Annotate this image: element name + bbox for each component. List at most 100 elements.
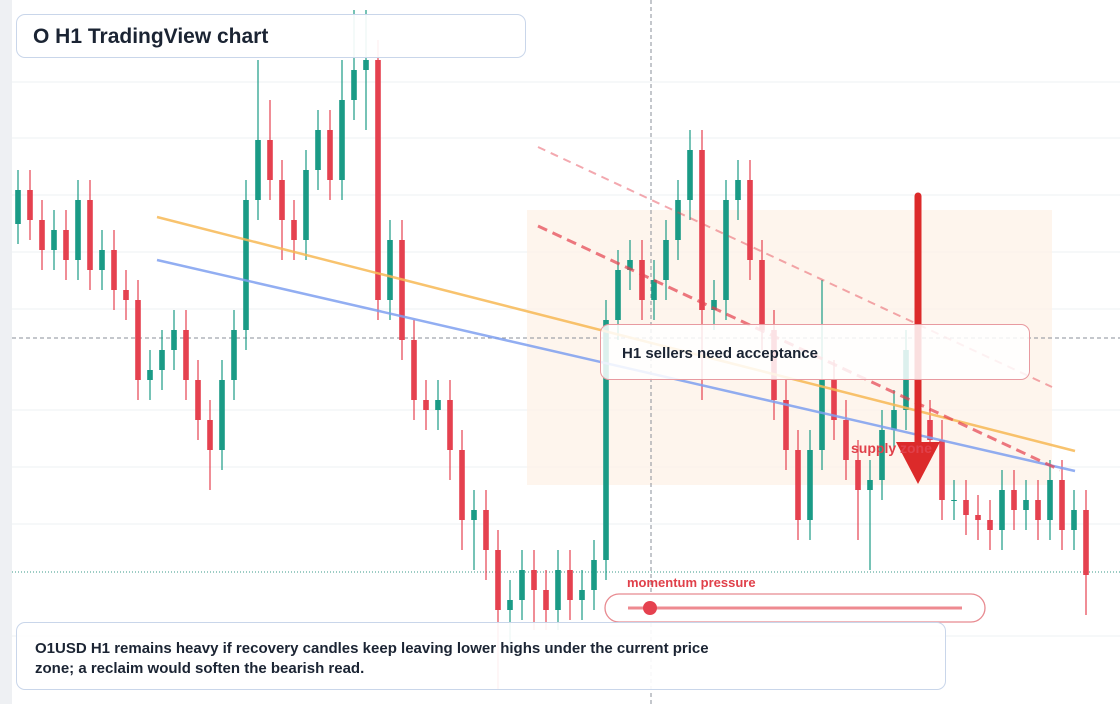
candle-body — [783, 400, 789, 450]
candle-body — [279, 180, 285, 220]
candle-body — [171, 330, 177, 350]
candle-body — [15, 190, 21, 224]
candle-body — [615, 270, 621, 320]
callout-text: H1 sellers need acceptance — [622, 345, 818, 362]
candle-body — [99, 250, 105, 270]
candle-body — [507, 600, 513, 610]
candle-body — [123, 290, 129, 300]
candle-body — [267, 140, 273, 180]
slider-label: momentum pressure — [627, 575, 756, 590]
candle-body — [855, 460, 861, 490]
candle-body — [879, 430, 885, 480]
candle-body — [807, 450, 813, 520]
candle-body — [927, 420, 933, 440]
candle-body — [147, 370, 153, 380]
candle-body — [795, 450, 801, 520]
candle-body — [411, 340, 417, 400]
candle-body — [687, 150, 693, 200]
candle-body — [195, 380, 201, 420]
zone-label: supply zone — [851, 440, 932, 456]
candle-body — [399, 240, 405, 340]
channel-line — [537, 146, 1053, 388]
left-strip — [0, 0, 12, 704]
candle-body — [315, 130, 321, 170]
candle-body — [1059, 480, 1065, 530]
candle-body — [231, 330, 237, 380]
candle-body — [363, 60, 369, 70]
candle-body — [375, 60, 381, 300]
candle-body — [1047, 480, 1053, 520]
candle-body — [699, 150, 705, 310]
candle-body — [447, 400, 453, 450]
candle-body — [303, 170, 309, 240]
candle-body — [819, 380, 825, 450]
chart-title: O H1 TradingView chart — [33, 25, 269, 48]
candle-body — [975, 515, 981, 520]
candle-body — [603, 320, 609, 560]
candle-body — [831, 380, 837, 420]
candle-body — [339, 100, 345, 180]
candle-body — [135, 300, 141, 380]
slider-knob — [643, 601, 657, 615]
candle-body — [1071, 510, 1077, 530]
candle-body — [1035, 500, 1041, 520]
candle-body — [723, 200, 729, 300]
candles — [15, 10, 1089, 690]
candle-body — [519, 570, 525, 600]
candle-body — [675, 200, 681, 240]
candle-body — [39, 220, 45, 250]
candle-body — [1083, 510, 1089, 575]
candle-body — [183, 330, 189, 380]
candle-body — [243, 200, 249, 330]
candle-body — [543, 590, 549, 610]
candle-body — [327, 130, 333, 180]
candle-body — [651, 280, 657, 300]
candle-body — [1011, 490, 1017, 510]
candle-body — [63, 230, 69, 260]
candle-body — [27, 190, 33, 220]
candle-body — [951, 500, 957, 501]
candle-body — [87, 200, 93, 270]
candle-body — [639, 260, 645, 300]
candle-body — [939, 440, 945, 500]
candle-body — [999, 490, 1005, 530]
candle-body — [255, 140, 261, 200]
candle-body — [867, 480, 873, 490]
candle-body — [963, 500, 969, 515]
candle-body — [891, 410, 897, 430]
title-box: O H1 TradingView chart — [16, 14, 526, 58]
candle-body — [627, 260, 633, 270]
candle-body — [531, 570, 537, 590]
candle-body — [591, 560, 597, 590]
candle-body — [759, 260, 765, 330]
candle-body — [483, 510, 489, 550]
candle-body — [423, 400, 429, 410]
candle-body — [1023, 500, 1029, 510]
candle-body — [735, 180, 741, 200]
callout: H1 sellers need acceptance — [600, 324, 1030, 380]
candle-body — [51, 230, 57, 250]
candle-body — [579, 590, 585, 600]
candle-body — [987, 520, 993, 530]
candle-body — [435, 400, 441, 410]
candle-body — [159, 350, 165, 370]
candle-body — [459, 450, 465, 520]
candle-body — [903, 350, 909, 410]
candle-body — [207, 420, 213, 450]
note-box: O1USD H1 remains heavy if recovery candl… — [16, 622, 946, 690]
candle-body — [387, 240, 393, 300]
candle-body — [711, 300, 717, 310]
candle-body — [219, 380, 225, 450]
candle-body — [663, 240, 669, 280]
candle-body — [555, 570, 561, 610]
candle-body — [351, 70, 357, 100]
note-text: O1USD H1 remains heavy if recovery candl… — [35, 640, 709, 677]
candle-body — [843, 420, 849, 460]
candle-body — [111, 250, 117, 290]
arrow-head — [896, 442, 940, 484]
candle-body — [291, 220, 297, 240]
candle-body — [495, 550, 501, 610]
candle-body — [747, 180, 753, 260]
candle-body — [471, 510, 477, 520]
